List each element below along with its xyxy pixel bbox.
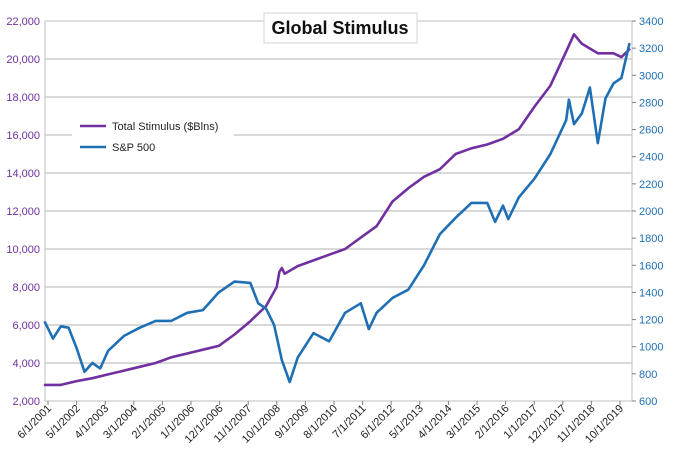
legend-label-stimulus: Total Stimulus ($Blns)	[112, 121, 218, 133]
y-right-tick-label: 1600	[639, 260, 663, 272]
y-left-tick-label: 6,000	[12, 320, 40, 332]
y-right-tick-label: 2200	[639, 179, 663, 191]
y-right-tick-label: 3000	[639, 70, 663, 82]
legend-box	[72, 112, 234, 158]
y-left-tick-label: 14,000	[6, 168, 40, 180]
y-right-tick-label: 1800	[639, 233, 663, 245]
y-right-tick-label: 2400	[639, 152, 663, 164]
y-left-tick-label: 18,000	[6, 92, 40, 104]
series-line-sp500	[43, 42, 631, 384]
chart-title: Global Stimulus	[271, 18, 408, 38]
y-right-tick-label: 600	[639, 396, 657, 408]
y-right-tick-label: 3200	[639, 43, 663, 55]
series-line-total-stimulus	[43, 32, 631, 387]
y-left-tick-label: 12,000	[6, 206, 40, 218]
y-right-tick-label: 2600	[639, 125, 663, 137]
y-left-tick-label: 16,000	[6, 130, 40, 142]
legend-label-sp500: S&P 500	[112, 142, 155, 154]
y-left-tick-label: 22,000	[6, 16, 40, 28]
y-right-tick-label: 2000	[639, 206, 663, 218]
legend: Total Stimulus ($Blns) S&P 500	[72, 112, 234, 158]
y-left-tick-label: 2,000	[12, 396, 40, 408]
y-left-tick-label: 8,000	[12, 282, 40, 294]
title-box: Global Stimulus	[263, 12, 418, 44]
y-left-tick-label: 20,000	[6, 54, 40, 66]
y-right-tick-label: 2800	[639, 97, 663, 109]
y-right-tick-label: 1400	[639, 287, 663, 299]
y-left-tick-label: 10,000	[6, 244, 40, 256]
y-right-tick-label: 3400	[639, 16, 663, 28]
series-lines	[43, 32, 631, 387]
y-right-tick-label: 800	[639, 369, 657, 381]
title-frame	[263, 12, 418, 44]
y-right-tick-label: 1000	[639, 342, 663, 354]
y-right-tick-label: 1200	[639, 315, 663, 327]
y-left-tick-label: 4,000	[12, 358, 40, 370]
